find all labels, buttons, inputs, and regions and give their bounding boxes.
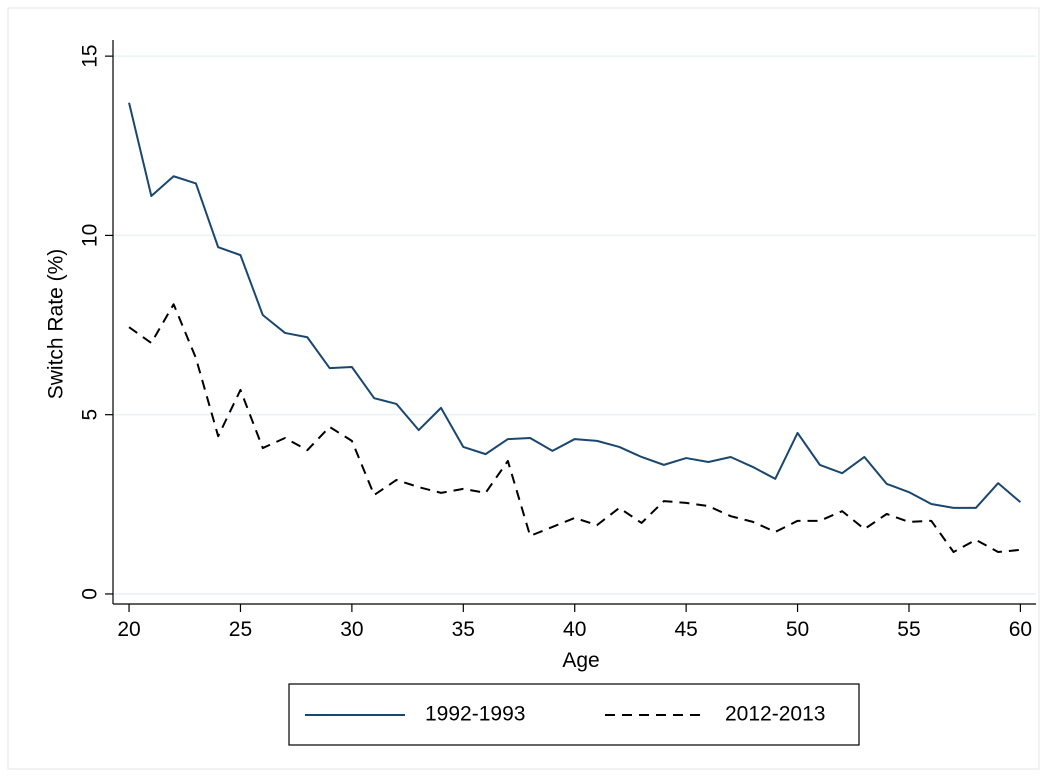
x-tick-label: 40 — [563, 618, 586, 641]
x-tick-label: 25 — [229, 618, 252, 641]
x-tick-label: 45 — [674, 618, 697, 641]
legend-label: 2012-2013 — [725, 703, 825, 726]
series-line — [128, 303, 1021, 554]
x-tick-label: 60 — [1009, 618, 1032, 641]
chart-frame — [7, 7, 1040, 770]
y-tick-label: 10 — [79, 224, 102, 247]
grid — [113, 55, 1036, 595]
y-tick-label: 5 — [79, 409, 102, 421]
x-tick-label: 35 — [452, 618, 475, 641]
y-tick-label: 0 — [79, 588, 102, 600]
series-line — [128, 102, 1022, 509]
x-tick-label: 55 — [897, 618, 920, 641]
x-tick-label: 20 — [117, 618, 140, 641]
x-tick-label: 30 — [340, 618, 363, 641]
legend-label: 1992-1993 — [425, 703, 525, 726]
y-tick-label: 15 — [79, 44, 102, 67]
y-axis-label: Switch Rate (%) — [45, 249, 68, 400]
x-tick-label: 50 — [786, 618, 809, 641]
plot-area — [128, 102, 1022, 554]
x-axis-label: Age — [562, 649, 599, 672]
